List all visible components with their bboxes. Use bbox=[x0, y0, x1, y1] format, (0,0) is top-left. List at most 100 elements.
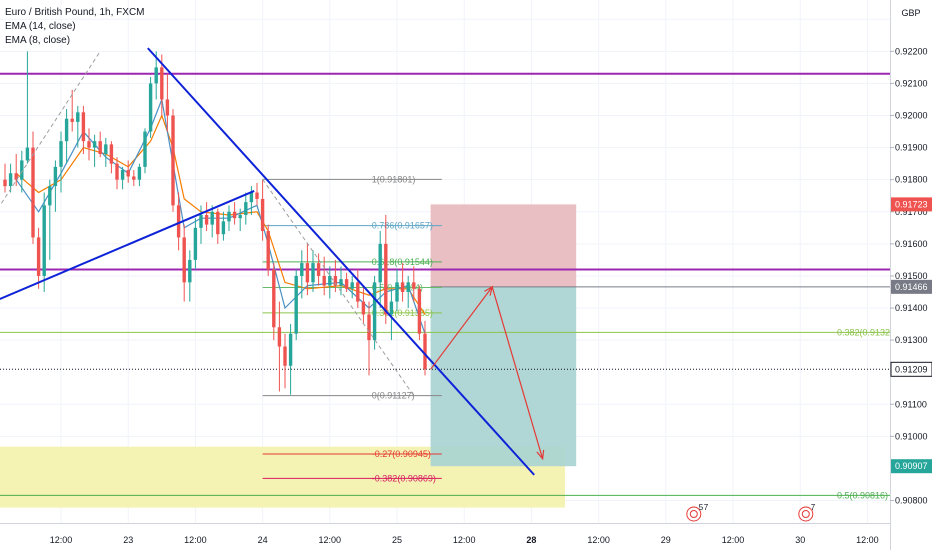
fib-level-label: -0.618(0.90710) bbox=[372, 524, 436, 534]
candle-body bbox=[53, 166, 58, 187]
candle bbox=[389, 288, 394, 341]
candle bbox=[132, 170, 136, 187]
symbol-title[interactable]: Euro / British Pound, 1h, FXCM bbox=[5, 7, 145, 18]
ema14-legend[interactable]: EMA (14, close) bbox=[5, 21, 76, 32]
event-marker-circle bbox=[686, 506, 702, 522]
economic-event-marker: 7 bbox=[798, 503, 816, 522]
candle bbox=[400, 263, 405, 302]
candle bbox=[288, 324, 293, 395]
candle-body bbox=[120, 170, 125, 180]
candle-body bbox=[188, 259, 192, 283]
candle-body bbox=[249, 192, 254, 203]
candle-body bbox=[412, 282, 416, 289]
candle-body bbox=[361, 301, 366, 315]
candle bbox=[322, 256, 326, 296]
candle bbox=[53, 160, 58, 212]
candle bbox=[350, 275, 354, 299]
candle bbox=[272, 263, 276, 341]
candle-body bbox=[367, 314, 371, 341]
fib-extended-label: 0.5(0.90816) bbox=[837, 490, 888, 500]
candle bbox=[193, 218, 198, 270]
price-badge-label: 0.91466 bbox=[895, 282, 928, 292]
candle bbox=[42, 192, 46, 292]
candle-body bbox=[339, 279, 343, 286]
candle bbox=[109, 141, 114, 174]
candle bbox=[176, 192, 181, 251]
forecast-segment bbox=[430, 286, 493, 370]
candle bbox=[300, 250, 304, 299]
time-tick-label: 12:00 bbox=[722, 535, 745, 545]
time-tick-label: 12:00 bbox=[587, 535, 610, 545]
time-tick-label: 12:00 bbox=[319, 535, 342, 545]
candle-body bbox=[81, 112, 86, 142]
candle-body bbox=[221, 221, 226, 235]
candle bbox=[378, 231, 382, 309]
candle-body bbox=[8, 173, 13, 187]
time-tick-label: 24 bbox=[258, 535, 268, 545]
candle-body bbox=[154, 67, 158, 84]
candle bbox=[165, 73, 170, 132]
candle-body bbox=[378, 243, 382, 283]
ema8-legend[interactable]: EMA (8, close) bbox=[5, 35, 71, 46]
candle bbox=[36, 227, 41, 289]
candle-body bbox=[356, 282, 360, 302]
dashed-diagonal-trendline bbox=[262, 179, 415, 396]
candle bbox=[14, 154, 18, 187]
time-tick-label: 12:00 bbox=[184, 535, 207, 545]
event-marker-count: 7 bbox=[704, 503, 709, 512]
candle bbox=[8, 163, 13, 193]
candle bbox=[283, 333, 287, 389]
time-tick-label: 12:00 bbox=[856, 535, 879, 545]
candle bbox=[115, 157, 119, 190]
candle-body bbox=[283, 346, 287, 366]
candle-body bbox=[98, 141, 102, 155]
candle-body bbox=[176, 205, 181, 238]
candle-body bbox=[70, 118, 74, 122]
price-badge-label: 0.90907 bbox=[895, 461, 928, 471]
candle-body bbox=[400, 282, 405, 292]
time-tick-label: 23 bbox=[123, 535, 133, 545]
candle bbox=[204, 202, 209, 232]
candle bbox=[221, 211, 226, 241]
candle-body bbox=[126, 170, 130, 177]
dashed-extension-trendline bbox=[0, 51, 101, 207]
price-badge-bg bbox=[891, 279, 932, 294]
candle bbox=[87, 128, 91, 161]
candle bbox=[31, 131, 35, 244]
fib-level-label: -0.27(0.90945) bbox=[372, 449, 431, 459]
candle bbox=[333, 259, 338, 292]
candle bbox=[148, 77, 153, 138]
candle-body bbox=[384, 243, 388, 315]
candle bbox=[188, 250, 192, 302]
candle bbox=[384, 214, 388, 325]
candle-body bbox=[137, 166, 142, 180]
candle-body bbox=[87, 141, 91, 148]
fib-level-label: -0.382(0.90869) bbox=[372, 473, 436, 483]
candle-body bbox=[25, 147, 30, 161]
price-tick-label: 0.91300 bbox=[895, 335, 928, 345]
candle bbox=[423, 320, 427, 376]
candle bbox=[249, 186, 254, 215]
fib-level-label: 0.382(0.91385) bbox=[372, 308, 433, 318]
candle-body bbox=[204, 214, 209, 225]
event-marker-circle bbox=[798, 506, 814, 522]
price-badge-bg bbox=[890, 361, 932, 377]
candle bbox=[367, 301, 371, 376]
price-tick-label: 0.91600 bbox=[895, 239, 928, 249]
candle bbox=[98, 131, 102, 158]
main-downtrend-trendline bbox=[147, 47, 535, 476]
candle bbox=[328, 266, 332, 299]
candle bbox=[64, 109, 69, 164]
candle-body bbox=[294, 275, 298, 334]
candle bbox=[294, 269, 298, 341]
candle bbox=[143, 128, 147, 174]
candle-body bbox=[92, 141, 97, 148]
candle bbox=[227, 205, 231, 232]
price-tick-label: 0.91500 bbox=[895, 271, 928, 281]
time-tick-label: 12:00 bbox=[453, 535, 476, 545]
candle-body bbox=[14, 173, 18, 180]
candle bbox=[395, 269, 399, 312]
price-tick-label: 0.91900 bbox=[895, 143, 928, 153]
